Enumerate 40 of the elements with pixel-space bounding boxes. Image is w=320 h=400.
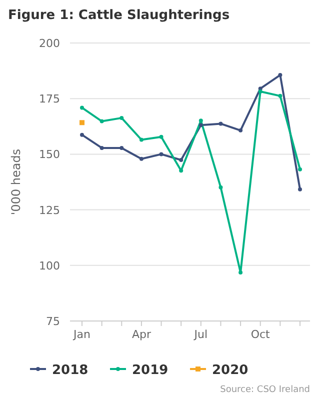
point	[80, 120, 84, 126]
y-tick-label: 100	[39, 259, 60, 272]
point	[120, 116, 124, 120]
legend-label: 2019	[132, 363, 168, 378]
y-tick-label: 125	[39, 204, 60, 217]
y-tick-label: 200	[39, 37, 60, 50]
point	[238, 270, 243, 275]
point	[100, 119, 104, 124]
point	[80, 132, 84, 137]
point	[238, 128, 243, 132]
point	[218, 122, 223, 126]
point	[139, 138, 144, 142]
chart-title: Figure 1: Cattle Slaughterings	[8, 8, 230, 23]
point	[179, 158, 184, 162]
point	[298, 167, 302, 172]
x-tick-label: Jan	[72, 328, 90, 341]
x-tick-label: Apr	[132, 328, 152, 341]
y-axis-title: '000 heads	[9, 148, 23, 216]
point	[120, 146, 124, 150]
point	[198, 118, 203, 123]
legend-label: 2018	[52, 363, 88, 378]
point	[278, 73, 282, 78]
point	[159, 134, 164, 139]
point	[198, 123, 203, 128]
point	[159, 152, 164, 156]
point	[80, 106, 84, 110]
point	[139, 156, 144, 161]
x-tick-label: Oct	[250, 328, 271, 341]
point	[258, 89, 262, 94]
point	[100, 146, 104, 150]
y-tick-label: 75	[46, 315, 60, 328]
point	[278, 94, 282, 98]
x-tick-label: Jul	[193, 328, 208, 341]
point	[218, 185, 223, 190]
source-note: Source: CSO Ireland	[220, 385, 310, 395]
point	[179, 168, 184, 173]
legend-label: 2020	[212, 363, 248, 378]
y-tick-label: 150	[39, 148, 60, 162]
point	[298, 187, 302, 192]
y-tick-label: 175	[39, 92, 60, 106]
